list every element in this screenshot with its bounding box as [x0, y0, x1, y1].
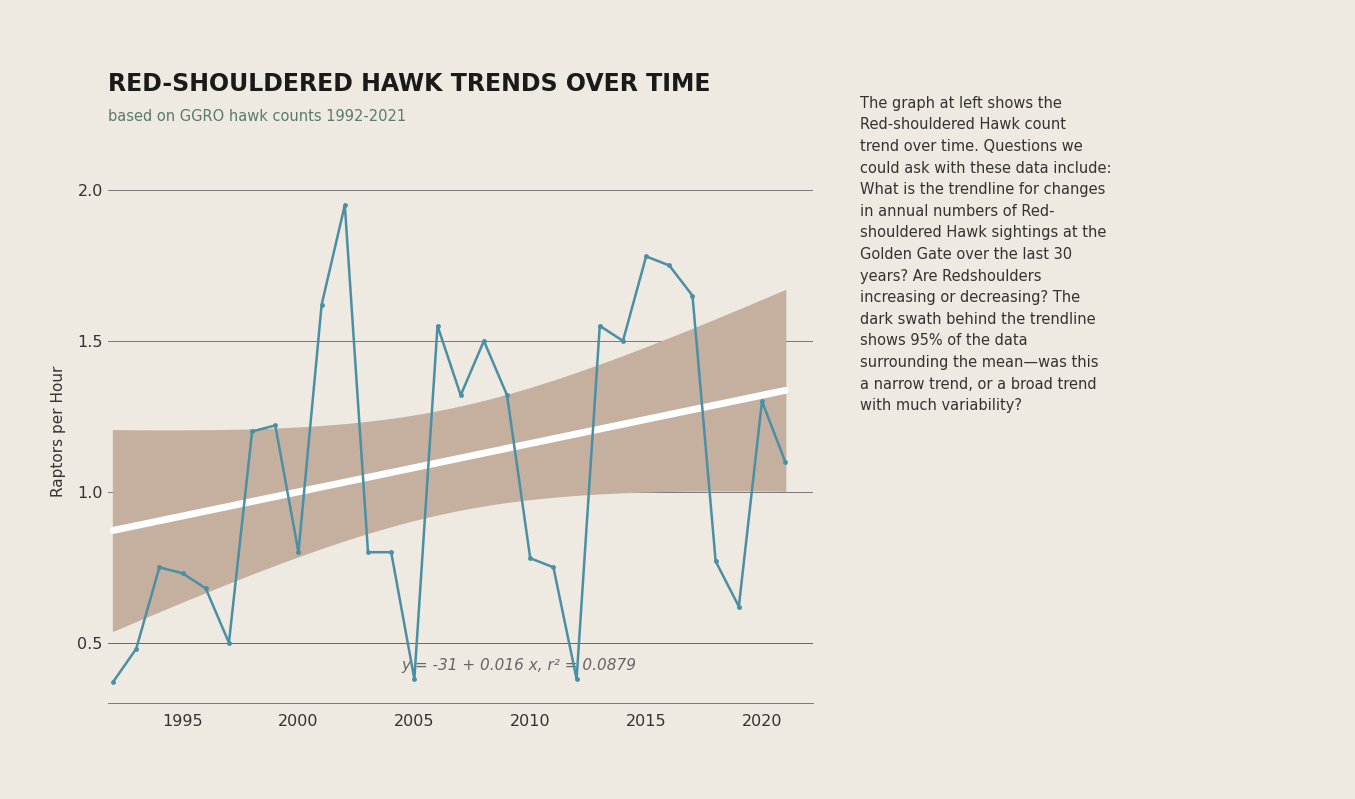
Text: based on GGRO hawk counts 1992-2021: based on GGRO hawk counts 1992-2021 [108, 109, 406, 124]
Text: The graph at left shows the
Red-shouldered Hawk count
trend over time. Questions: The graph at left shows the Red-shoulder… [860, 96, 1112, 413]
Text: y = -31 + 0.016 x, r² = 0.0879: y = -31 + 0.016 x, r² = 0.0879 [401, 658, 635, 673]
Y-axis label: Raptors per Hour: Raptors per Hour [51, 366, 66, 497]
Text: RED-SHOULDERED HAWK TRENDS OVER TIME: RED-SHOULDERED HAWK TRENDS OVER TIME [108, 72, 711, 96]
